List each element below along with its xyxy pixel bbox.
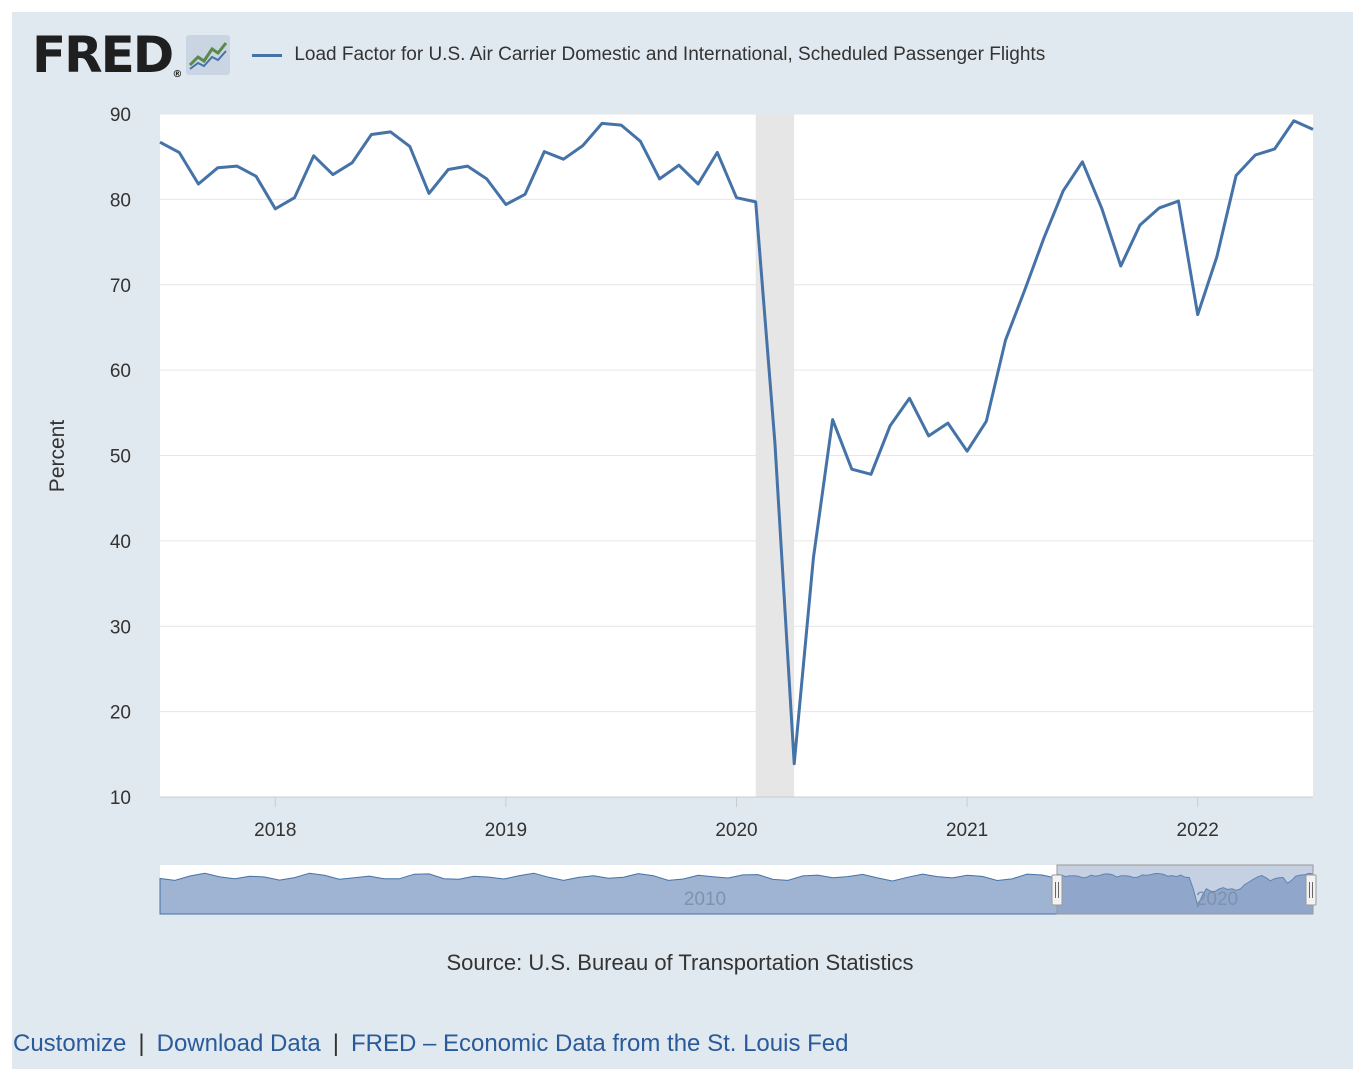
legend-label: Load Factor for U.S. Air Carrier Domesti… [294,44,1046,65]
navigator[interactable]: 2010 2020 [159,864,1317,915]
legend[interactable]: Load Factor for U.S. Air Carrier Domesti… [252,44,1045,66]
y-tick-label: 40 [110,532,131,553]
navigator-selected-range[interactable] [1056,864,1314,915]
line-chart-icon [186,35,231,75]
x-tick-label: 2019 [485,820,527,841]
download-data-link[interactable]: Download Data [156,1030,321,1057]
source-note: Source: U.S. Bureau of Transportation St… [446,950,914,975]
fred-home-link[interactable]: FRED – Economic Data from the St. Louis … [350,1030,849,1057]
navigator-left-handle[interactable] [1051,874,1063,906]
navigator-right-handle[interactable] [1305,874,1317,906]
chart-header: FRED® Load Factor for U.S. Air Carrier D… [32,30,1045,80]
y-tick-label: 20 [110,703,131,724]
y-tick-label: 50 [110,447,131,468]
footer-separator: | [138,1030,145,1057]
navigator-label: 2020 [1196,889,1238,910]
customize-link[interactable]: Customize [13,1030,127,1057]
footer-links: Customize | Download Data | FRED – Economic … [13,1030,848,1058]
footer-separator: | [332,1030,339,1057]
x-tick-label: 2021 [946,820,988,841]
y-tick-label: 60 [110,361,131,382]
y-tick-label: 30 [110,617,131,638]
legend-swatch [252,53,283,57]
fred-logo-registered: ® [172,69,183,80]
fred-logo[interactable]: FRED® [32,30,182,80]
series-line[interactable] [159,119,1314,766]
y-tick-label: 90 [110,105,131,126]
x-tick-label: 2020 [715,820,757,841]
x-tick-label: 2018 [254,820,296,841]
y-tick-label: 70 [110,276,131,297]
y-axis-label: Percent [46,420,69,493]
y-tick-label: 80 [110,190,131,211]
y-tick-label: 10 [110,788,131,809]
x-tick-label: 2022 [1177,820,1219,841]
fred-logo-text: FRED [32,26,174,84]
navigator-label: 2010 [684,889,726,910]
